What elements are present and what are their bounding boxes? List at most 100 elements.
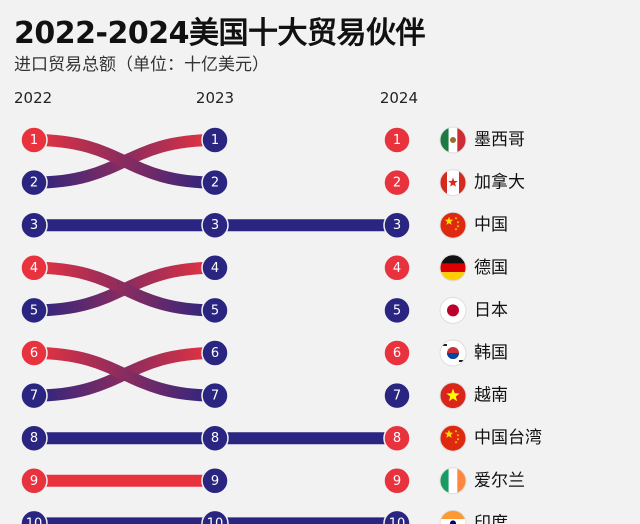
rank-node-2024-4 (383, 254, 411, 282)
rank-label-2023-9: 9 (211, 474, 219, 489)
flag-part (440, 254, 466, 264)
rank-label-2022-2: 2 (30, 176, 38, 191)
country-label-印度: 印度 (474, 513, 508, 524)
rank-node-2023-1 (201, 126, 229, 154)
flag-part (446, 388, 460, 402)
rank-label-2024-3: 3 (393, 218, 401, 233)
flag-part (440, 467, 449, 494)
legend-item-加拿大: 加拿大 (439, 169, 525, 197)
country-label-墨西哥: 墨西哥 (474, 130, 525, 150)
india-flag-icon (440, 510, 466, 524)
year-labels: 2022 2023 2024 (14, 89, 418, 107)
rank-node-2022-5 (20, 296, 48, 325)
flag-border (439, 509, 467, 524)
rank-label-2022-7: 7 (30, 389, 38, 404)
rank-label-2023-2: 2 (211, 176, 219, 191)
country-label-韩国: 韩国 (474, 343, 508, 363)
rank-label-2024-9: 9 (393, 474, 401, 489)
link-加拿大-2022-2023 (28, 134, 221, 189)
flag-part (454, 227, 458, 231)
mexico-flag-icon (440, 127, 466, 153)
rank-label-2024-8: 8 (393, 431, 401, 446)
ireland-flag-icon (440, 467, 466, 494)
flag-part (440, 425, 466, 452)
rank-label-2022-4: 4 (30, 261, 38, 276)
rank-node-2022-8 (20, 424, 48, 452)
flag-part (456, 224, 460, 228)
rank-label-2024-7: 7 (393, 389, 401, 404)
flag-part (447, 304, 459, 317)
link-日本-2022-2023 (28, 261, 221, 317)
rank-node-2024-3 (383, 211, 411, 239)
legend-item-中国: 中国 (439, 211, 508, 239)
rank-node-2024-5 (383, 296, 411, 325)
rank-label-2024-5: 5 (393, 303, 401, 318)
rank-node-2022-6 (20, 339, 48, 367)
flag-border (439, 254, 467, 282)
flag-border (439, 296, 467, 324)
rank-label-2022-3: 3 (30, 218, 38, 233)
rank-node-2023-2 (201, 168, 229, 197)
flag-border (439, 424, 467, 452)
country-label-中国台湾: 中国台湾 (474, 428, 542, 448)
rank-label-2022-8: 8 (30, 431, 38, 446)
flag-border (439, 467, 467, 495)
flag-border (439, 169, 467, 197)
rank-label-2022-9: 9 (30, 474, 38, 489)
flag-part (456, 437, 460, 441)
rank-node-2023-4 (201, 254, 229, 282)
rank-node-2023-5 (201, 296, 229, 325)
rank-label-2024-1: 1 (393, 133, 401, 148)
year-label-2022: 2022 (14, 89, 52, 107)
japan-flag-icon (440, 297, 466, 324)
rank-node-2022-9 (20, 467, 48, 495)
country-label-加拿大: 加拿大 (474, 172, 525, 193)
legend-item-墨西哥: 墨西哥 (439, 126, 525, 154)
legend-item-印度: 印度 (439, 509, 508, 524)
rank-node-2023-7 (201, 381, 229, 410)
legend-item-德国: 德国 (439, 254, 508, 282)
rank-node-2022-10 (20, 509, 48, 524)
legend-item-越南: 越南 (439, 382, 508, 410)
legend-item-日本: 日本 (439, 296, 508, 324)
legend-item-爱尔兰: 爱尔兰 (439, 467, 525, 495)
flag-part (442, 344, 447, 346)
rank-node-2024-2 (383, 168, 411, 197)
flag-part (448, 467, 458, 494)
flag-part (440, 212, 466, 239)
rank-node-2024-7 (383, 381, 411, 410)
year-label-2023: 2023 (196, 89, 234, 107)
canada-flag-icon (440, 169, 466, 196)
flag-border (439, 126, 467, 154)
flag-part (440, 127, 449, 153)
rank-label-2024-2: 2 (393, 176, 401, 191)
rank-node-2024-9 (383, 467, 411, 495)
flag-part (457, 127, 466, 153)
rank-label-2023-7: 7 (211, 389, 219, 404)
flag-part (456, 433, 460, 437)
rank-label-2023-4: 4 (211, 261, 219, 276)
rank-label-2024-4: 4 (393, 261, 401, 276)
legend-item-韩国: 韩国 (439, 339, 508, 367)
rank-label-2023-6: 6 (211, 346, 219, 361)
flag-part (447, 353, 459, 359)
rank-label-2024-6: 6 (393, 346, 401, 361)
rank-nodes: 1 2 3 4 5 6 7 8 9 10 1 2 3 4 5 6 7 8 9 10 1 2 3 4 5 6 7 8 9 10 (20, 126, 411, 524)
country-label-爱尔兰: 爱尔兰 (474, 471, 525, 491)
rank-node-2024-1 (383, 126, 411, 154)
rank-links (28, 133, 403, 524)
country-label-日本: 日本 (474, 300, 508, 320)
flag-part (457, 467, 466, 494)
country-label-越南: 越南 (474, 386, 508, 406)
rank-label-2022-1: 1 (30, 133, 38, 148)
chart-title: 2022-2024美国十大贸易伙伴 (14, 16, 425, 51)
rank-node-2024-8 (383, 424, 411, 452)
flag-part (440, 510, 466, 520)
flag-part (448, 177, 458, 187)
flag-border (439, 211, 467, 239)
rank-node-2023-8 (201, 424, 229, 452)
flag-part (450, 520, 456, 524)
taiwan-region-flag-icon (440, 425, 466, 452)
